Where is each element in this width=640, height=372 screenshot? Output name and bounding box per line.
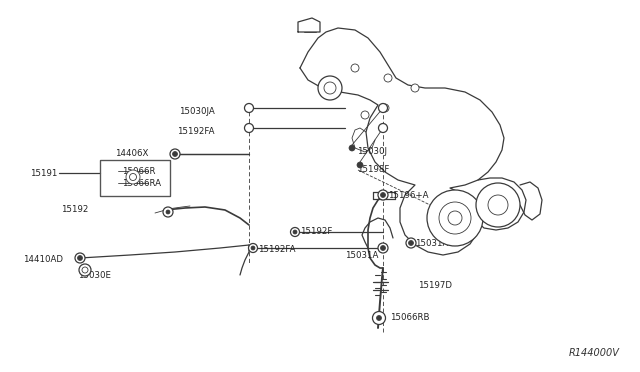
Circle shape bbox=[439, 202, 471, 234]
Text: 15196+A: 15196+A bbox=[388, 190, 429, 199]
Circle shape bbox=[244, 124, 253, 132]
Circle shape bbox=[166, 210, 170, 214]
Circle shape bbox=[244, 103, 253, 112]
Text: 15066R: 15066R bbox=[122, 167, 156, 176]
Circle shape bbox=[376, 315, 381, 321]
Text: R144000V: R144000V bbox=[569, 348, 620, 358]
Circle shape bbox=[378, 103, 387, 112]
Circle shape bbox=[427, 190, 483, 246]
Circle shape bbox=[163, 207, 173, 217]
Text: 15030E: 15030E bbox=[79, 270, 111, 279]
Circle shape bbox=[381, 104, 389, 112]
Circle shape bbox=[411, 84, 419, 92]
Circle shape bbox=[75, 253, 85, 263]
Circle shape bbox=[488, 195, 508, 215]
Circle shape bbox=[173, 151, 177, 157]
Circle shape bbox=[291, 228, 300, 237]
Text: 15192: 15192 bbox=[61, 205, 88, 215]
Circle shape bbox=[82, 267, 88, 273]
Text: 15066RA: 15066RA bbox=[122, 179, 161, 187]
Text: 15192FA: 15192FA bbox=[259, 246, 296, 254]
Text: 15031A: 15031A bbox=[345, 250, 378, 260]
Text: 15030JA: 15030JA bbox=[179, 108, 215, 116]
Text: 15030J: 15030J bbox=[357, 148, 387, 157]
Text: 15197D: 15197D bbox=[418, 280, 452, 289]
Circle shape bbox=[126, 170, 140, 184]
Circle shape bbox=[448, 211, 462, 225]
Bar bbox=[100, 160, 170, 196]
Circle shape bbox=[381, 246, 385, 250]
Circle shape bbox=[378, 124, 387, 132]
Circle shape bbox=[251, 246, 255, 250]
Text: 15192FA: 15192FA bbox=[177, 126, 215, 135]
Circle shape bbox=[129, 173, 136, 180]
Text: 15191: 15191 bbox=[29, 169, 57, 177]
Circle shape bbox=[318, 76, 342, 100]
Text: 15198F: 15198F bbox=[357, 166, 389, 174]
Circle shape bbox=[293, 230, 297, 234]
Circle shape bbox=[349, 145, 355, 151]
Circle shape bbox=[351, 64, 359, 72]
Circle shape bbox=[77, 256, 83, 260]
Circle shape bbox=[170, 149, 180, 159]
Circle shape bbox=[408, 241, 413, 246]
Text: 15066RB: 15066RB bbox=[390, 312, 429, 321]
Circle shape bbox=[381, 192, 385, 198]
Circle shape bbox=[79, 264, 91, 276]
Text: 14406X: 14406X bbox=[115, 150, 148, 158]
Circle shape bbox=[378, 243, 388, 253]
Circle shape bbox=[357, 162, 363, 168]
Circle shape bbox=[372, 311, 385, 324]
Circle shape bbox=[324, 82, 336, 94]
Circle shape bbox=[476, 183, 520, 227]
Circle shape bbox=[248, 244, 257, 253]
Circle shape bbox=[378, 190, 388, 200]
Circle shape bbox=[384, 74, 392, 82]
Text: 15031A: 15031A bbox=[415, 238, 449, 247]
Bar bbox=[100, 160, 170, 196]
Circle shape bbox=[361, 111, 369, 119]
Text: 15192F: 15192F bbox=[300, 227, 332, 235]
Circle shape bbox=[406, 238, 416, 248]
Text: 14410AD: 14410AD bbox=[23, 254, 63, 263]
